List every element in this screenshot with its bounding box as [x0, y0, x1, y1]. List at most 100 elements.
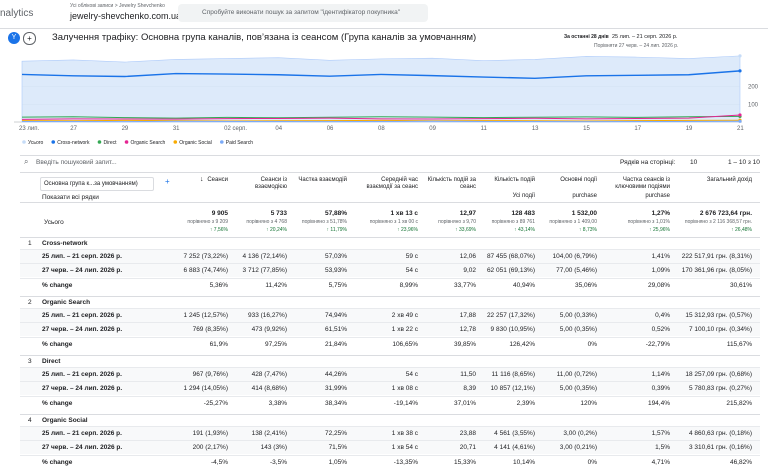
- total-value: 2 676 723,64 грн.: [699, 210, 752, 217]
- cell: 77,00 (5,46%): [556, 267, 597, 274]
- row-bg: [20, 308, 760, 322]
- total-compare: порівняно з 89 761: [491, 219, 535, 225]
- column-header[interactable]: Частка взаємодій: [298, 177, 347, 183]
- cell: 0,4%: [655, 312, 670, 319]
- cell: 414 (8,68%): [251, 385, 287, 392]
- column-subheader[interactable]: Усі події: [512, 193, 535, 199]
- row-bg: [20, 337, 760, 352]
- end-point: [738, 69, 742, 73]
- cell: 138 (2,41%): [251, 430, 287, 437]
- x-tick-label: 04: [275, 126, 282, 132]
- date-range[interactable]: 25 лип. – 21 серп. 2026 р.: [612, 34, 678, 40]
- cell: 17,88: [459, 312, 476, 319]
- cell: 473 (9,92%): [251, 326, 287, 333]
- column-header[interactable]: Кількість подій за сеанс: [427, 177, 476, 190]
- date-label: За останні 28 днів: [564, 34, 609, 40]
- series-line: [21, 115, 741, 119]
- cell: 170 361,96 грн. (8,05%): [681, 267, 752, 274]
- column-header[interactable]: Середній час взаємодії за сеанс: [366, 177, 418, 190]
- total-value: 1,27%: [651, 210, 670, 217]
- rows-per-page[interactable]: 10: [690, 159, 698, 166]
- x-tick-label: 19: [686, 126, 693, 132]
- legend-swatch: [219, 140, 224, 144]
- totals-label: Усього: [44, 219, 64, 226]
- add-dimension[interactable]: +: [165, 177, 170, 186]
- cell: 5,00 (0,35%): [559, 385, 597, 392]
- cell: 1 хв 54 с: [391, 444, 418, 451]
- x-tick-label: 15: [583, 126, 590, 132]
- row-label: 27 черв. – 24 лип. 2026 р.: [42, 326, 123, 333]
- breadcrumb[interactable]: Усі облікові записи > Jewelry Shevchenko: [70, 3, 165, 9]
- cell: 769 (8,35%): [192, 326, 228, 333]
- column-header[interactable]: Частка сеансів із ключовими подіями: [615, 177, 670, 190]
- cell: 0%: [587, 341, 597, 348]
- divider: [20, 296, 760, 297]
- total-change: ↑ 20,24%: [266, 227, 287, 233]
- divider: [20, 172, 760, 173]
- pagination: 1 – 10 з 10: [728, 159, 760, 166]
- cell: -25,27%: [203, 400, 228, 407]
- column-subheader[interactable]: purchase: [645, 193, 670, 199]
- cell: 20,71: [459, 444, 476, 451]
- cell: 33,77%: [453, 282, 476, 289]
- cell: 9 830 (10,95%): [490, 326, 535, 333]
- cell: 104,00 (6,79%): [552, 253, 597, 260]
- cell: -22,79%: [645, 341, 670, 348]
- column-header[interactable]: Основні події: [560, 177, 597, 183]
- cell: 1,14%: [651, 371, 670, 378]
- avatar[interactable]: Y: [8, 32, 20, 44]
- total-value: 5 733: [270, 210, 287, 217]
- cell: 9,02: [463, 267, 476, 274]
- x-tick-label: 29: [122, 126, 129, 132]
- column-header[interactable]: Загальний дохід: [706, 177, 752, 183]
- cell: 1 хв 08 с: [391, 385, 418, 392]
- cell: 1,41%: [651, 253, 670, 260]
- series-line: [21, 119, 741, 122]
- row-label: 27 черв. – 24 лип. 2026 р.: [42, 385, 123, 392]
- cell: 3,00 (0,21%): [559, 444, 597, 451]
- cell: 5,00 (0,35%): [559, 326, 597, 333]
- cell: 54 с: [405, 267, 418, 274]
- cell: -13,35%: [393, 459, 418, 466]
- total-change: ↑ 25,96%: [649, 227, 670, 233]
- cell: -4,5%: [211, 459, 228, 466]
- column-header[interactable]: Сеанси: [207, 177, 228, 183]
- total-compare: порівняно з 9,70: [438, 219, 476, 225]
- search-placeholder: Спробуйте виконати пошук за запитом "іде…: [202, 9, 401, 16]
- total-value: 128 483: [511, 210, 536, 217]
- cell: 44,26%: [324, 371, 347, 378]
- row-label: 27 черв. – 24 лип. 2026 р.: [42, 444, 123, 451]
- cell: 87 455 (68,07%): [486, 253, 535, 260]
- total-compare: порівняно з 51,78%: [301, 219, 347, 225]
- total-change: ↑ 26,48%: [731, 227, 752, 233]
- cell: 35,06%: [574, 282, 597, 289]
- cell: 12,78: [459, 326, 476, 333]
- add-comparison[interactable]: +: [23, 32, 36, 45]
- legend-swatch: [22, 140, 26, 144]
- property-selector[interactable]: jewelry-shevchenko.com.ua...: [70, 11, 189, 21]
- column-header[interactable]: Сеанси із взаємодією: [255, 177, 287, 190]
- divider: [20, 355, 760, 356]
- row-bg: [20, 367, 760, 381]
- cell: 29,08%: [647, 282, 670, 289]
- column-header[interactable]: Кількість подій: [494, 177, 535, 183]
- cell: 200 (2,17%): [192, 444, 228, 451]
- search-box[interactable]: [178, 4, 428, 22]
- cell: 4 561 (3,55%): [494, 430, 535, 437]
- x-tick-label: 17: [634, 126, 641, 132]
- cell: 0,52%: [651, 326, 670, 333]
- total-compare: порівняно з 1 хв 00 с: [369, 219, 418, 225]
- cell: 30,61%: [729, 282, 752, 289]
- row-label: % change: [42, 459, 73, 466]
- app-name: nalytics: [0, 8, 34, 19]
- show-all-rows[interactable]: Показати всі рядки: [42, 194, 99, 201]
- cell: 1,5%: [655, 444, 670, 451]
- dimension-select[interactable]: Основна група к...за умовчанням): [40, 177, 154, 191]
- group-name: Cross-network: [42, 240, 88, 247]
- table-search[interactable]: Введіть пошуковий запит...: [36, 159, 117, 166]
- x-tick-label: 02 серп.: [224, 126, 247, 132]
- legend-swatch: [124, 140, 129, 144]
- column-subheader[interactable]: purchase: [572, 193, 597, 199]
- row-label: % change: [42, 282, 73, 289]
